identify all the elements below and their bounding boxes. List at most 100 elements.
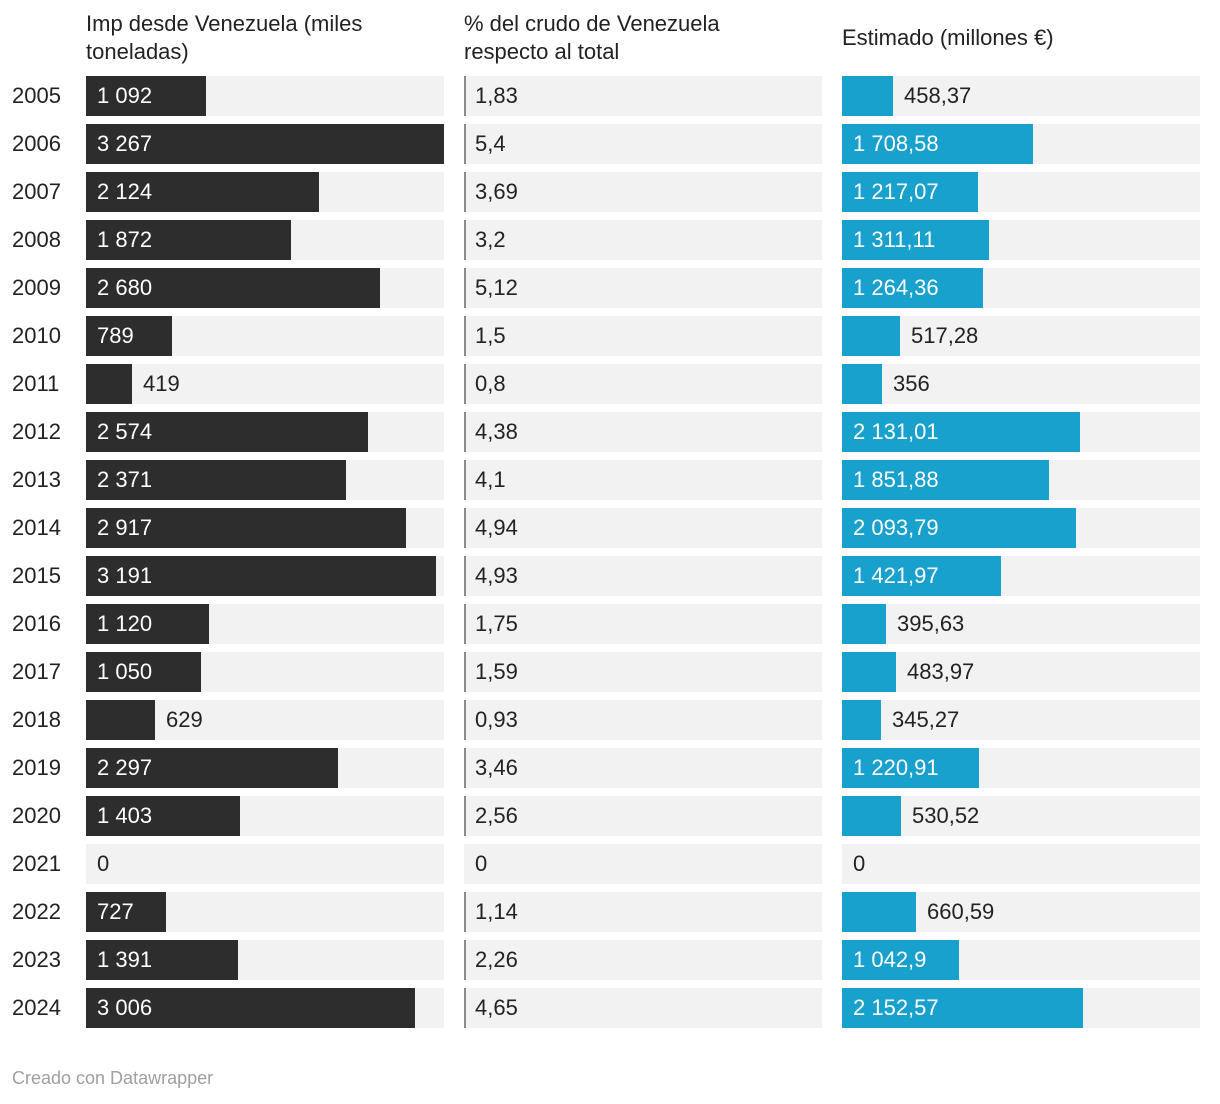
pct-cell-track — [464, 892, 822, 932]
pct-value-label: 1,59 — [475, 659, 518, 684]
est-bar — [842, 556, 1001, 596]
year-label: 2011 — [12, 371, 60, 396]
imp-value-label: 1 050 — [97, 659, 153, 684]
imp-bar — [86, 604, 209, 644]
est-value-label: 2 093,79 — [853, 515, 939, 540]
est-value-label: 458,37 — [904, 83, 972, 108]
imp-bar — [86, 172, 319, 212]
est-bar — [842, 364, 882, 404]
pct-value-label: 4,65 — [475, 995, 518, 1020]
pct-value-label: 3,69 — [475, 179, 518, 204]
pct-value-label: 0,8 — [475, 371, 506, 396]
pct-value-label: 1,5 — [475, 323, 506, 348]
pct-marker — [464, 892, 466, 932]
est-bar-track — [842, 652, 1200, 692]
pct-cell-track — [464, 268, 822, 308]
pct-cell-track — [464, 796, 822, 836]
pct-marker — [464, 220, 466, 260]
est-value-label: 1 042,9 — [853, 947, 927, 972]
est-value-label: 395,63 — [897, 611, 965, 636]
imp-value-label: 1 391 — [97, 947, 153, 972]
est-bar — [842, 892, 916, 932]
est-bar — [842, 700, 881, 740]
pct-value-label: 1,75 — [475, 611, 518, 636]
pct-value-label: 0 — [475, 851, 488, 876]
imp-value-label: 1 120 — [97, 611, 153, 636]
est-bar — [842, 604, 886, 644]
col-header-imp-line2: toneladas) — [86, 39, 189, 64]
imp-bar — [86, 316, 172, 356]
pct-value-label: 3,46 — [475, 755, 518, 780]
est-value-label: 1 708,58 — [853, 131, 939, 156]
year-label: 2009 — [12, 275, 61, 300]
est-bar-track — [842, 316, 1200, 356]
imp-value-label: 2 371 — [97, 467, 153, 492]
imp-bar — [86, 652, 201, 692]
imp-bar — [86, 940, 238, 980]
pct-value-label: 5,12 — [475, 275, 518, 300]
pct-marker — [464, 124, 466, 164]
imp-value-label: 2 917 — [97, 515, 153, 540]
pct-cell-track — [464, 508, 822, 548]
pct-value-label: 4,94 — [475, 515, 518, 540]
est-bar — [842, 988, 1083, 1028]
year-label: 2007 — [12, 179, 61, 204]
pct-marker — [464, 652, 466, 692]
est-bar-track — [842, 796, 1200, 836]
pct-marker — [464, 364, 466, 404]
pct-cell-track — [464, 220, 822, 260]
est-bar — [842, 268, 983, 308]
pct-marker — [464, 508, 466, 548]
pct-cell-track — [464, 652, 822, 692]
imp-bar-track — [86, 364, 444, 404]
est-value-label: 660,59 — [927, 899, 995, 924]
year-label: 2019 — [12, 755, 61, 780]
pct-marker — [464, 412, 466, 452]
pct-marker — [464, 988, 466, 1028]
pct-cell-track — [464, 988, 822, 1028]
year-label: 2014 — [12, 515, 61, 540]
imp-value-label: 1 403 — [97, 803, 153, 828]
year-label: 2010 — [12, 323, 61, 348]
imp-value-label: 3 267 — [97, 131, 153, 156]
est-value-label: 1 421,97 — [853, 563, 939, 588]
imp-bar — [86, 796, 240, 836]
imp-bar — [86, 364, 132, 404]
est-bar-track — [842, 364, 1200, 404]
pct-marker — [464, 796, 466, 836]
est-bar-track — [842, 844, 1200, 884]
pct-cell-track — [464, 748, 822, 788]
est-bar — [842, 796, 901, 836]
imp-bar — [86, 124, 444, 164]
imp-bar — [86, 748, 338, 788]
imp-value-label: 3 006 — [97, 995, 153, 1020]
est-bar — [842, 76, 893, 116]
imp-bar — [86, 268, 380, 308]
col-header-pct-line2: respecto al total — [464, 39, 620, 64]
est-value-label: 1 217,07 — [853, 179, 939, 204]
est-value-label: 345,27 — [892, 707, 960, 732]
pct-marker — [464, 940, 466, 980]
imp-value-label: 2 680 — [97, 275, 153, 300]
pct-cell-track — [464, 844, 822, 884]
est-value-label: 1 851,88 — [853, 467, 939, 492]
year-label: 2020 — [12, 803, 61, 828]
year-label: 2013 — [12, 467, 61, 492]
pct-marker — [464, 316, 466, 356]
imp-value-label: 1 872 — [97, 227, 153, 252]
est-bar — [842, 316, 900, 356]
imp-value-label: 2 574 — [97, 419, 153, 444]
pct-value-label: 5,4 — [475, 131, 506, 156]
est-value-label: 2 152,57 — [853, 995, 939, 1020]
pct-value-label: 4,1 — [475, 467, 506, 492]
pct-marker — [464, 172, 466, 212]
pct-cell-track — [464, 460, 822, 500]
est-bar — [842, 748, 979, 788]
pct-value-label: 2,56 — [475, 803, 518, 828]
est-bar — [842, 940, 959, 980]
est-value-label: 483,97 — [907, 659, 975, 684]
est-bar — [842, 508, 1076, 548]
imp-bar-track — [86, 844, 444, 884]
pct-value-label: 4,38 — [475, 419, 518, 444]
pct-cell-track — [464, 940, 822, 980]
